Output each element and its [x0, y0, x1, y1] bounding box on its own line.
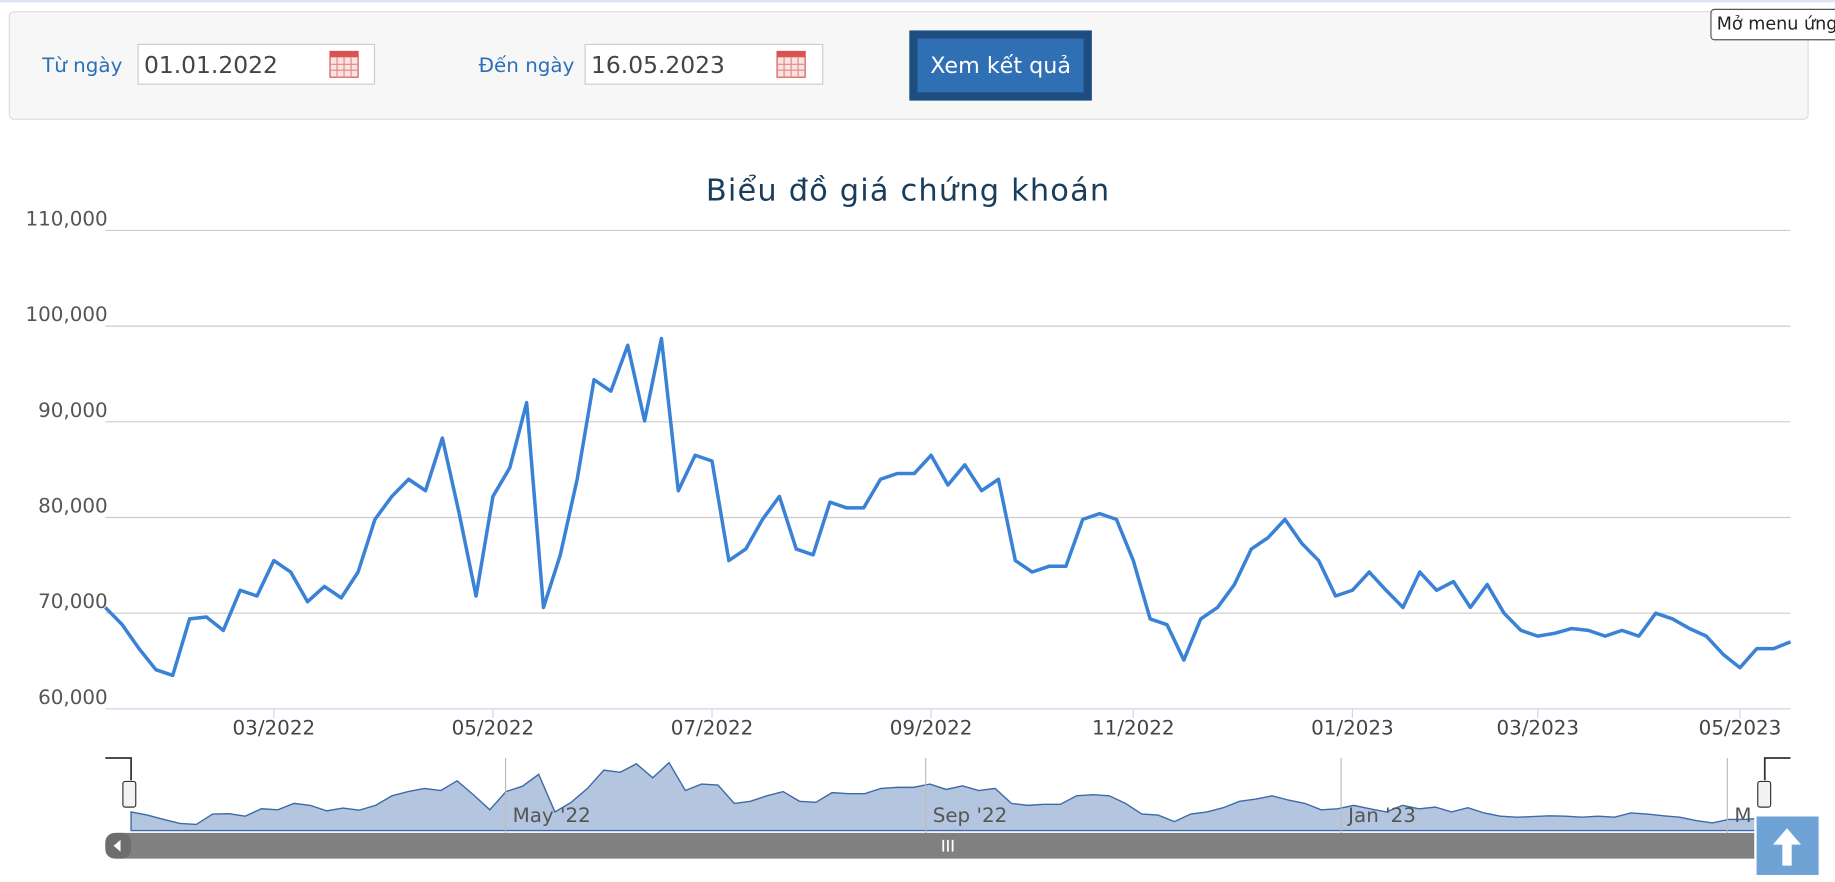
scroll-arrow [113, 839, 121, 852]
top-border [0, 0, 1835, 3]
tooltip: Mở menu ứng [1717, 15, 1835, 35]
filter-panel [8, 11, 1809, 120]
navigator-label: M [1734, 804, 1751, 827]
x-tick-label: 07/2022 [671, 716, 754, 739]
y-tick-label: 80,000 [38, 494, 108, 517]
navigator-label: May '22 [513, 804, 591, 827]
submit-label: Xem kết quả [930, 53, 1071, 79]
x-tick-label: 05/2022 [452, 716, 535, 739]
back-to-top[interactable] [1754, 814, 1821, 878]
x-tick-label: 11/2022 [1092, 716, 1175, 739]
x-tick-label: 03/2022 [233, 716, 316, 739]
to-value: 16.05.2023 [591, 51, 725, 79]
calendar-icon[interactable] [776, 50, 806, 78]
chart-title: Biểu đồ giá chứng khoán [706, 172, 1110, 208]
x-tick-label: 05/2023 [1699, 716, 1782, 739]
price-line [104, 336, 1792, 678]
y-tick-label: 100,000 [25, 303, 107, 326]
from-label: Từ ngày [41, 54, 122, 77]
x-tick-label: 03/2023 [1496, 716, 1579, 739]
y-tick-label: 90,000 [38, 399, 108, 422]
tooltip-box [1710, 8, 1835, 41]
y-tick-label: 60,000 [38, 686, 108, 709]
to-label: Đến ngày [479, 54, 575, 77]
navigator-outline [105, 757, 1791, 781]
navigator-area [130, 761, 1762, 832]
x-tick-label: 01/2023 [1311, 716, 1394, 739]
scroll-grip [942, 839, 954, 852]
calendar-icon[interactable] [329, 50, 359, 78]
submit-button-inner [917, 38, 1084, 93]
from-value: 01.01.2022 [144, 51, 278, 79]
navigator-label: Jan '23 [1346, 804, 1416, 827]
navigator-label: Sep '22 [933, 804, 1008, 827]
y-tick-label: 110,000 [25, 207, 107, 230]
navigator-handle[interactable] [122, 780, 137, 808]
y-tick-label: 70,000 [38, 590, 108, 613]
navigator-handle[interactable] [1757, 780, 1772, 808]
x-tick-label: 09/2022 [890, 716, 973, 739]
